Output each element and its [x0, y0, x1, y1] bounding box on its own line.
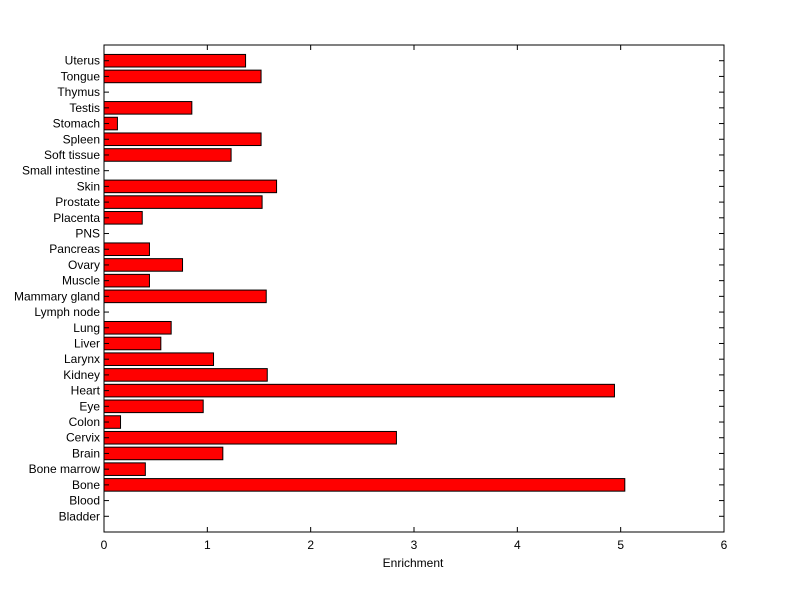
y-tick-label: Thymus — [57, 85, 100, 99]
y-tick-label: Bone marrow — [29, 462, 101, 476]
bar-cervix — [103, 430, 397, 445]
y-tick-label: Blood — [69, 494, 100, 508]
y-tick-label: Brain — [72, 446, 100, 460]
y-tick-label: Skin — [77, 179, 100, 193]
x-tick-label: 3 — [411, 538, 418, 552]
y-tick-label: Testis — [69, 101, 100, 115]
y-tick-label: Bone — [72, 478, 100, 492]
bar-brain — [103, 446, 224, 461]
bar-muscle — [103, 273, 150, 288]
x-axis-label: Enrichment — [383, 556, 444, 570]
bar-soft-tissue — [103, 148, 232, 162]
bar-eye — [103, 399, 204, 414]
y-tick-label: Tongue — [61, 69, 101, 83]
y-tick-label: Prostate — [55, 195, 100, 209]
x-tick-label: 4 — [514, 538, 521, 552]
y-tick-label: Bladder — [59, 509, 100, 523]
y-tick-label: Cervix — [66, 431, 100, 445]
bar-skin — [103, 179, 278, 194]
bar-spleen — [103, 132, 262, 147]
bar-larynx — [103, 352, 215, 366]
y-tick-label: Colon — [69, 415, 100, 429]
y-tick-label: Stomach — [53, 117, 100, 131]
x-tick-label: 1 — [204, 538, 211, 552]
y-tick-label: Lymph node — [34, 305, 100, 319]
y-tick-label: Eye — [79, 399, 100, 413]
y-tick-label: Liver — [74, 336, 100, 350]
y-tick-label: Ovary — [68, 258, 100, 272]
bar-bone — [103, 478, 626, 492]
y-tick-label: Lung — [73, 321, 100, 335]
y-tick-label: Mammary gland — [14, 289, 100, 303]
bar-kidney — [103, 368, 268, 382]
y-tick-label: Uterus — [65, 54, 100, 68]
x-tick-label: 5 — [617, 538, 624, 552]
bar-pancreas — [103, 242, 150, 257]
bar-bone-marrow — [103, 462, 146, 476]
bar-mammary-gland — [103, 289, 267, 304]
plot-frame — [103, 44, 725, 533]
bar-placenta — [103, 211, 143, 225]
x-tick-label: 6 — [721, 538, 728, 552]
bar-heart — [103, 383, 615, 398]
y-tick-label: Heart — [71, 384, 101, 398]
x-tick-label: 2 — [307, 538, 314, 552]
y-tick-label: PNS — [75, 227, 100, 241]
y-tick-label: Small intestine — [22, 164, 100, 178]
bar-testis — [103, 101, 193, 115]
y-tick-label: Spleen — [63, 132, 100, 146]
y-tick-label: Pancreas — [49, 242, 100, 256]
y-tick-label: Muscle — [62, 274, 100, 288]
bar-prostate — [103, 195, 263, 209]
y-tick-label: Kidney — [63, 368, 100, 382]
bar-uterus — [103, 53, 247, 68]
bar-tongue — [103, 69, 262, 84]
bar-ovary — [103, 258, 184, 272]
x-tick-label: 0 — [101, 538, 108, 552]
y-tick-label: Soft tissue — [44, 148, 100, 162]
bar-liver — [103, 336, 162, 351]
y-tick-label: Placenta — [53, 211, 100, 225]
bar-lung — [103, 320, 172, 335]
y-tick-label: Larynx — [64, 352, 100, 366]
